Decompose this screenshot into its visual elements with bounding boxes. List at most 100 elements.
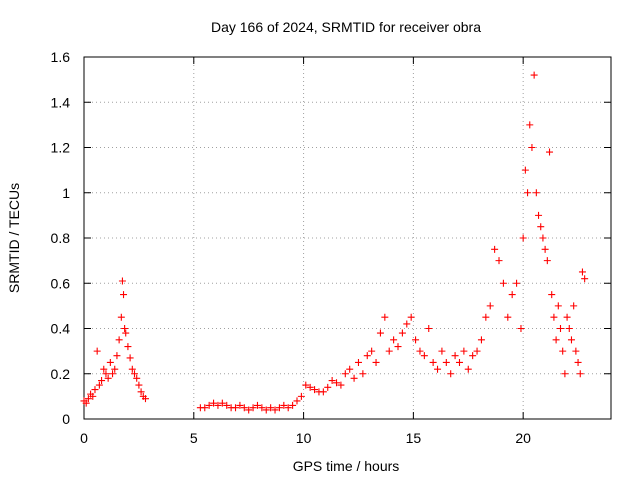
data-point <box>368 347 376 355</box>
data-point <box>111 365 119 373</box>
y-tick-label: 0.6 <box>51 275 71 291</box>
data-point <box>407 313 415 321</box>
data-point <box>82 399 90 407</box>
data-point <box>297 392 305 400</box>
data-point <box>425 325 433 332</box>
y-tick-label: 0.8 <box>51 230 71 246</box>
data-point <box>333 379 341 387</box>
data-point <box>98 377 106 385</box>
data-point <box>249 404 257 412</box>
data-point <box>447 370 455 378</box>
data-point <box>135 381 143 389</box>
chart-title: Day 166 of 2024, SRMTID for receiver obr… <box>211 19 481 35</box>
data-point <box>381 313 389 321</box>
data-point <box>429 358 437 366</box>
data-point <box>541 245 549 253</box>
data-point <box>376 329 384 337</box>
data-point <box>118 277 126 285</box>
data-point <box>548 291 556 299</box>
data-point <box>319 388 327 396</box>
data-point <box>284 404 292 412</box>
data-point <box>477 336 485 344</box>
data-point <box>124 343 132 351</box>
data-point <box>578 268 586 276</box>
data-point <box>106 358 114 366</box>
x-tick-label: 5 <box>190 430 198 446</box>
data-point <box>354 358 362 366</box>
data-point <box>537 223 545 231</box>
data-point <box>271 406 279 414</box>
data-point <box>214 401 222 409</box>
data-point <box>120 291 128 299</box>
data-point <box>324 383 332 391</box>
data-point <box>128 365 136 373</box>
data-point <box>420 352 428 360</box>
data-point <box>535 211 543 219</box>
data-point <box>280 401 288 409</box>
data-point <box>416 347 424 355</box>
data-point <box>205 401 213 409</box>
data-point <box>91 386 99 394</box>
y-tick-label: 0 <box>62 411 70 427</box>
data-point <box>311 386 319 394</box>
y-axis-label: SRMTID / TECUs <box>6 183 22 293</box>
data-point <box>442 358 450 366</box>
data-point <box>363 352 371 360</box>
data-point <box>567 336 575 344</box>
data-point <box>328 377 336 385</box>
data-point <box>563 313 571 321</box>
data-point <box>337 381 345 389</box>
data-point <box>539 234 547 242</box>
x-tick-label: 20 <box>515 430 531 446</box>
data-point <box>460 347 468 355</box>
data-point <box>486 302 494 310</box>
data-point <box>574 358 582 366</box>
data-point <box>117 313 125 321</box>
data-point <box>89 392 97 400</box>
data-point <box>141 395 149 403</box>
data-point <box>109 370 117 378</box>
data-point <box>372 358 380 366</box>
data-point <box>482 313 490 321</box>
data-point <box>306 383 314 391</box>
data-point <box>517 325 525 332</box>
x-axis-label: GPS time / hours <box>293 458 400 474</box>
y-tick-label: 1.4 <box>51 94 71 110</box>
data-point <box>570 302 578 310</box>
data-point <box>559 347 567 355</box>
data-point <box>565 325 573 332</box>
data-point <box>131 370 139 378</box>
data-point <box>519 234 527 242</box>
data-point <box>491 245 499 253</box>
data-point <box>504 313 512 321</box>
data-point <box>524 189 532 197</box>
data-point <box>412 336 420 344</box>
data-point <box>552 336 560 344</box>
data-point <box>561 370 569 378</box>
data-point <box>403 320 411 328</box>
data-point <box>495 257 503 265</box>
data-point <box>236 401 244 409</box>
y-tick-label: 1.2 <box>51 140 71 156</box>
data-point <box>115 336 123 344</box>
data-point <box>245 406 253 414</box>
data-point <box>137 388 145 396</box>
data-point <box>275 404 283 412</box>
data-point <box>218 399 226 407</box>
data-point <box>572 347 580 355</box>
data-point <box>121 325 129 332</box>
data-point <box>469 352 477 360</box>
data-point <box>223 401 231 409</box>
data-point <box>102 370 110 378</box>
y-tick-label: 0.2 <box>51 366 71 382</box>
data-point <box>113 352 121 360</box>
data-point <box>232 404 240 412</box>
data-point <box>93 347 101 355</box>
data-point <box>434 365 442 373</box>
data-point <box>532 189 540 197</box>
data-point <box>556 325 564 332</box>
x-tick-label: 15 <box>406 430 422 446</box>
data-point <box>521 166 529 174</box>
data-point <box>398 329 406 337</box>
